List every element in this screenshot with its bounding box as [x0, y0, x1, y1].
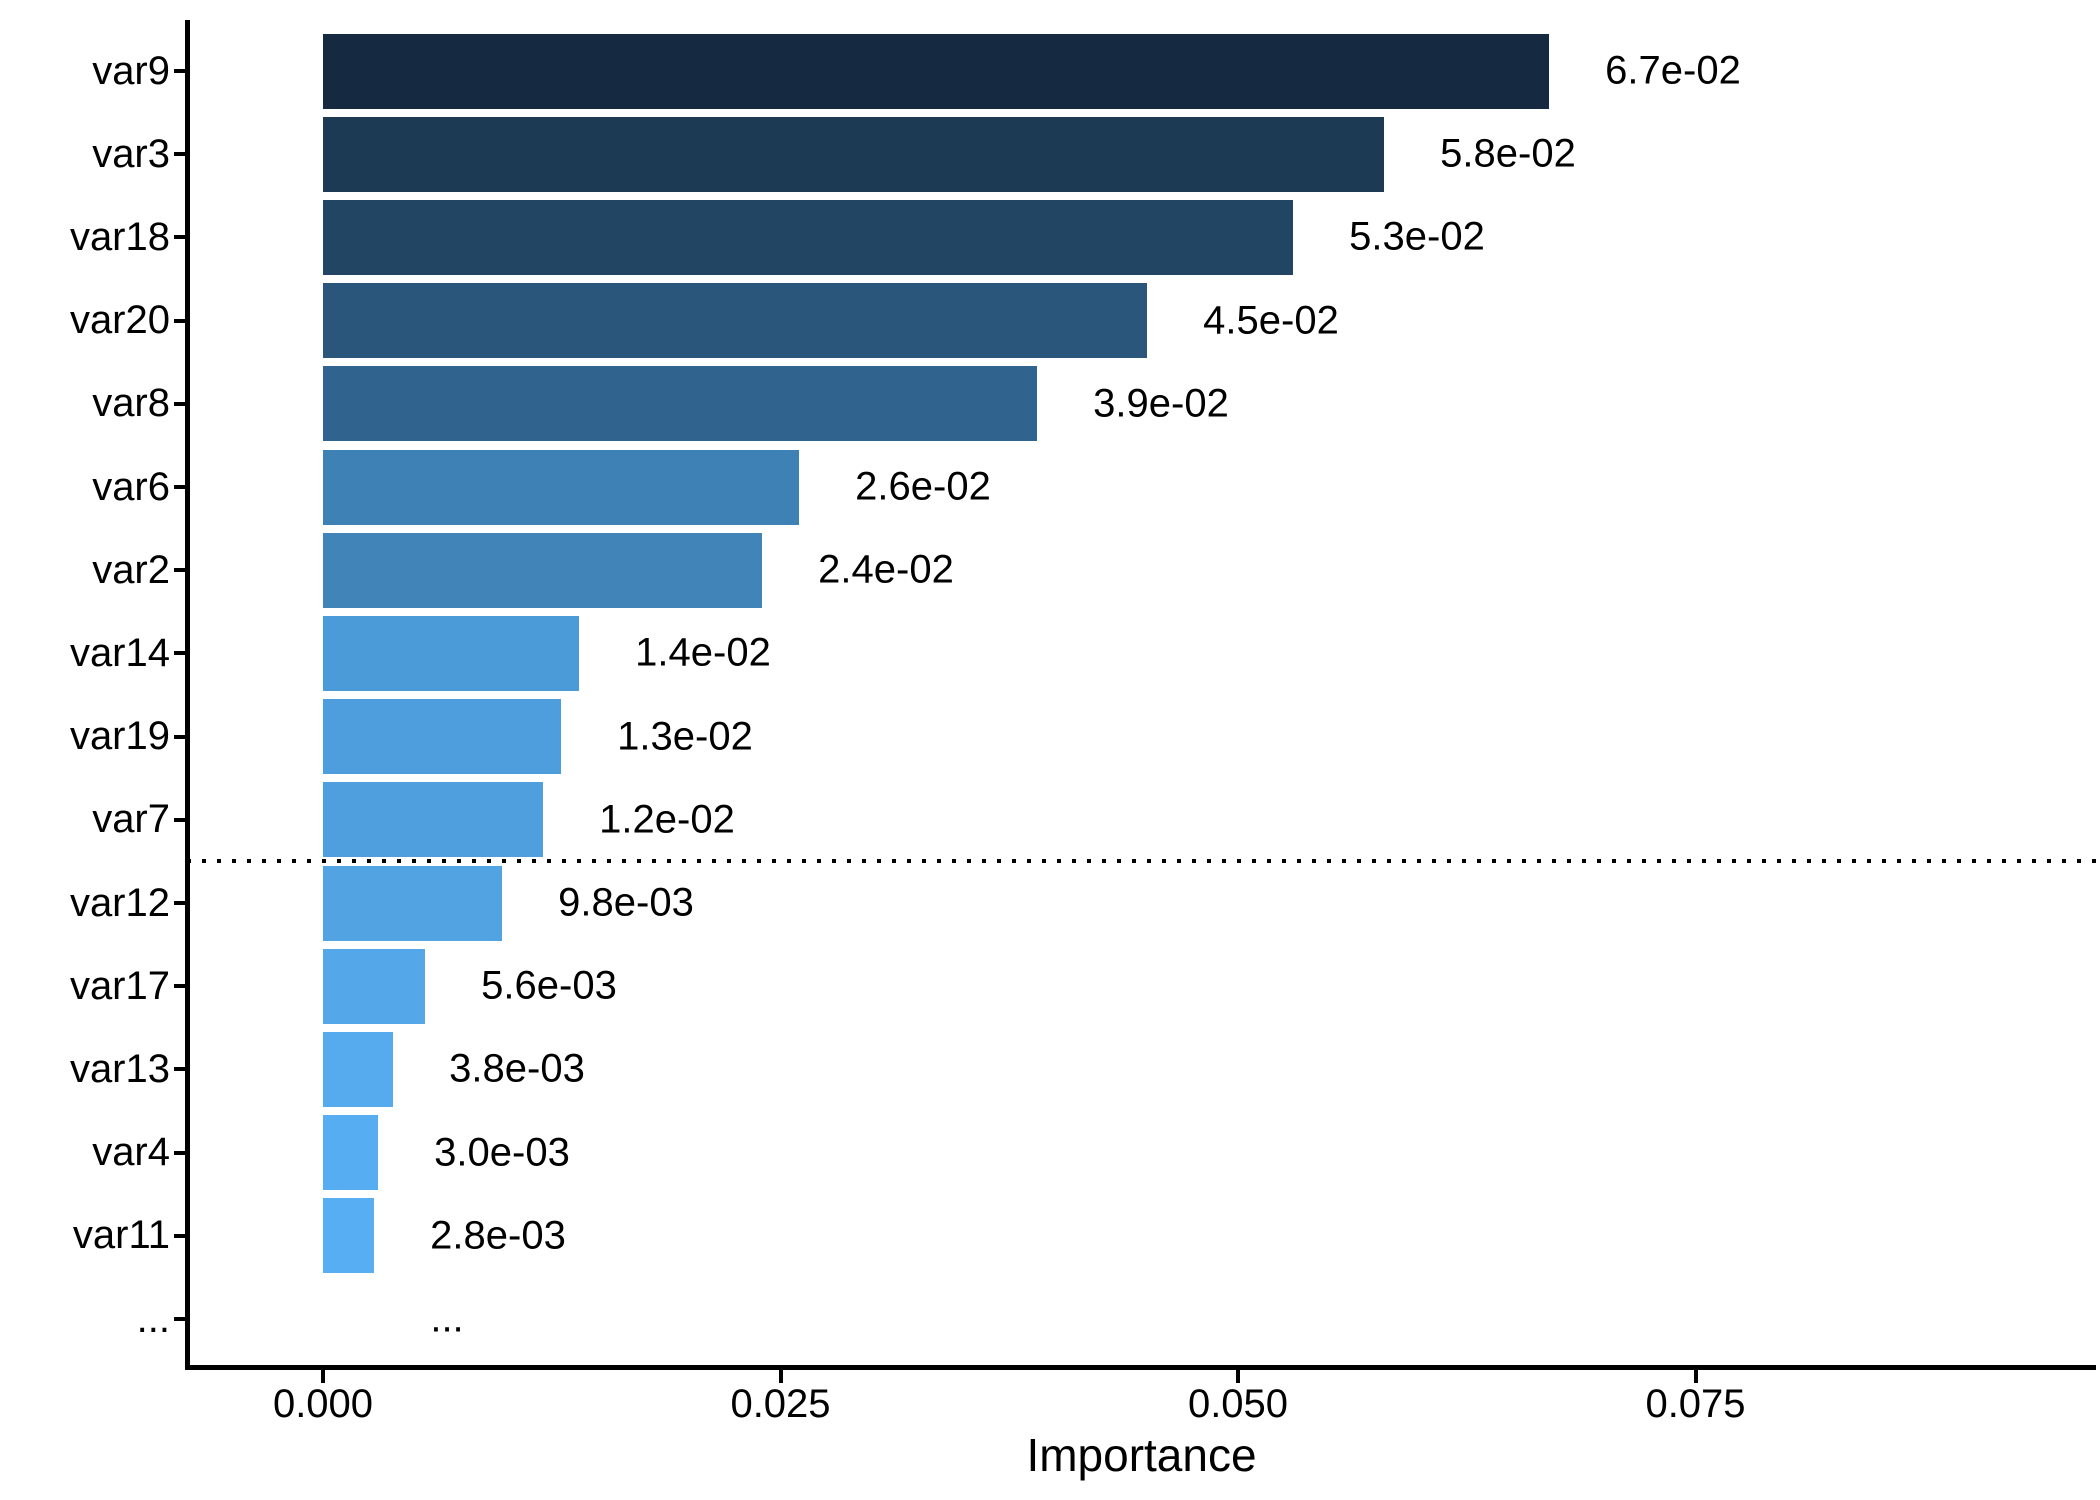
y-axis-label: var19: [69, 714, 170, 759]
y-axis-label: var2: [92, 547, 170, 592]
y-axis-label: var11: [72, 1213, 170, 1258]
y-axis-label: var7: [92, 797, 170, 842]
y-tick: [174, 568, 187, 573]
bar: [323, 1031, 393, 1107]
bar-value-label: 2.8e-03: [430, 1213, 566, 1258]
x-axis-line: [185, 1365, 2096, 1370]
bar-value-label: 5.3e-02: [1349, 214, 1485, 259]
bar: [323, 782, 543, 858]
y-tick: [174, 734, 187, 739]
y-axis-label: var3: [92, 131, 170, 176]
bar-value-label: 1.3e-02: [617, 714, 753, 759]
x-tick-label: 0.000: [272, 1382, 374, 1426]
bar: [323, 283, 1147, 359]
bar-value-label: 5.8e-02: [1440, 131, 1576, 176]
y-axis-label: var18: [69, 214, 170, 259]
y-tick: [174, 1150, 187, 1155]
y-tick: [174, 485, 187, 489]
y-axis-label: var9: [92, 48, 170, 93]
y-axis-line: [185, 20, 190, 1369]
bar: [323, 366, 1037, 442]
y-tick: [174, 152, 187, 157]
x-tick-label: 0.025: [730, 1382, 831, 1426]
bar-value-label: 6.7e-02: [1605, 48, 1741, 93]
bar: [323, 699, 561, 775]
x-tick: [321, 1370, 325, 1383]
y-tick: [174, 651, 187, 656]
x-tick-label: 0.050: [1187, 1382, 1289, 1426]
x-tick: [1693, 1370, 1698, 1383]
bar-value-label: 9.8e-03: [558, 880, 694, 925]
y-tick: [174, 235, 187, 240]
bar-value-label: 5.6e-03: [481, 963, 617, 1008]
bar-value-label: 2.4e-02: [818, 547, 954, 592]
bar: [323, 948, 425, 1024]
y-axis-label: var14: [69, 630, 170, 675]
y-axis-label: var4: [92, 1130, 170, 1175]
x-tick-label: 0.075: [1645, 1382, 1746, 1426]
bar-value-label: 1.4e-02: [635, 630, 771, 675]
y-axis-label: var12: [69, 880, 170, 925]
y-tick: [174, 817, 187, 822]
y-axis-label: var13: [69, 1046, 170, 1091]
y-tick: [174, 901, 187, 905]
y-tick: [174, 318, 187, 323]
bar: [323, 532, 762, 608]
y-tick: [174, 69, 187, 73]
x-axis-title: Importance: [1026, 1429, 1257, 1481]
y-axis-label: ...: [136, 1296, 170, 1341]
bar: [323, 449, 799, 525]
bar: [323, 1198, 374, 1274]
y-axis-label: var17: [69, 963, 170, 1008]
bar-value-label: 3.9e-02: [1093, 381, 1229, 426]
y-tick: [174, 1317, 187, 1321]
bar: [323, 116, 1384, 192]
bar: [323, 865, 502, 941]
bar-value-label: 3.8e-03: [449, 1046, 585, 1091]
x-tick: [1236, 1370, 1240, 1383]
y-tick: [174, 1067, 187, 1072]
bar: [323, 199, 1293, 275]
y-axis-label: var6: [92, 464, 170, 509]
bar-value-label: 2.6e-02: [855, 464, 991, 509]
bar-value-label: 3.0e-03: [434, 1130, 570, 1175]
y-axis-label: var8: [92, 381, 170, 426]
bar: [323, 1115, 378, 1191]
bar-value-label: 4.5e-02: [1203, 298, 1339, 343]
x-tick: [778, 1370, 783, 1383]
y-tick: [174, 984, 187, 989]
bar: [323, 33, 1549, 109]
y-tick: [174, 401, 187, 406]
cutoff-dotted-line: [187, 859, 2096, 863]
bar-value-label: 1.2e-02: [599, 797, 735, 842]
bar: [323, 615, 579, 691]
y-axis-label: var20: [69, 298, 170, 343]
bar-value-label: ...: [430, 1296, 464, 1341]
y-tick: [174, 1233, 187, 1238]
